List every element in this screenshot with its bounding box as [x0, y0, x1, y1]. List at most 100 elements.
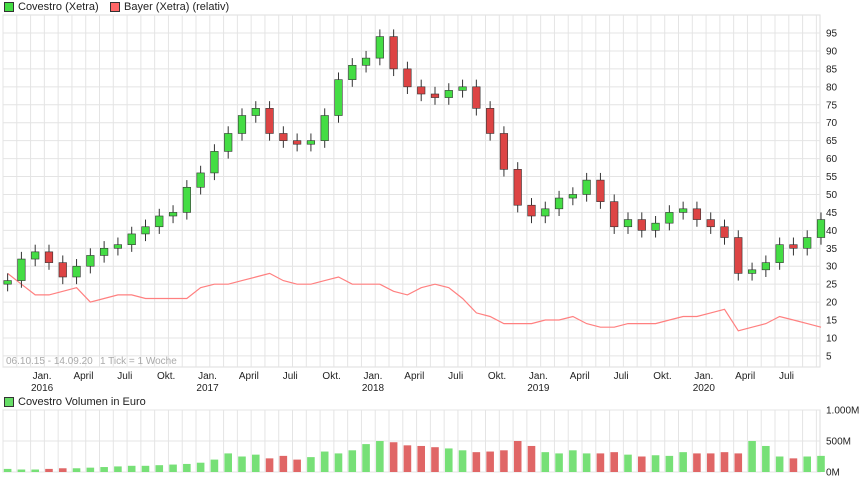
- y-tick-label: 10: [826, 333, 838, 344]
- volume-bar: [224, 453, 232, 472]
- volume-bar: [555, 453, 563, 472]
- x-tick-label: Jan.: [529, 371, 548, 382]
- candle: [3, 280, 12, 285]
- x-tick-label: April: [735, 371, 755, 382]
- y-tick-label: 80: [826, 82, 838, 93]
- volume-bar: [500, 450, 508, 472]
- bayer-line: [7, 272, 822, 332]
- legend-label: Covestro (Xetra): [18, 1, 99, 13]
- candle: [293, 140, 302, 145]
- volume-bar: [334, 453, 343, 472]
- price-frame: [2, 14, 821, 368]
- legend-swatch-green: [4, 397, 14, 407]
- volume-bar: [472, 452, 481, 472]
- candle: [389, 36, 398, 70]
- x-tick-label: April: [239, 371, 259, 382]
- x-tick-label: Okt.: [322, 371, 340, 382]
- volume-bar: [58, 468, 67, 472]
- candle: [458, 86, 467, 91]
- volume-bar: [251, 454, 260, 472]
- volume-bar: [651, 455, 660, 472]
- candle: [486, 108, 495, 134]
- volume-bar: [596, 453, 605, 472]
- volume-bar: [86, 467, 95, 472]
- volume-bar: [362, 444, 370, 472]
- volume-bar: [127, 465, 136, 472]
- candle: [623, 219, 633, 228]
- x-tick-label: April: [570, 371, 590, 382]
- candle: [527, 204, 536, 217]
- volume-y-label: 0M: [826, 468, 840, 479]
- legend-label: Bayer (Xetra) (relativ): [124, 1, 230, 13]
- candle: [237, 115, 247, 134]
- candle: [127, 233, 136, 245]
- volume-bar: [431, 447, 439, 472]
- candle: [568, 194, 577, 199]
- y-tick-label: 65: [826, 136, 838, 147]
- x-tick-label: Jan.: [198, 371, 217, 382]
- x-tick-label: Jan.: [364, 371, 383, 382]
- candle: [113, 244, 123, 249]
- candle: [472, 86, 481, 109]
- volume-title: Covestro Volumen in Euro: [18, 396, 146, 408]
- y-tick-label: 25: [826, 280, 838, 291]
- y-tick-label: 75: [826, 100, 838, 111]
- candle: [651, 222, 660, 231]
- volume-bar: [320, 451, 329, 472]
- volume-bar: [417, 445, 425, 472]
- volume-bar: [17, 469, 26, 472]
- candle: [279, 133, 288, 141]
- candle: [610, 201, 619, 228]
- candle: [182, 186, 191, 213]
- x-tick-label: April: [404, 371, 424, 382]
- volume-bar: [582, 453, 591, 472]
- x-year-label: 2020: [693, 383, 716, 394]
- candle: [499, 133, 509, 170]
- candle: [430, 93, 440, 98]
- y-tick-label: 5: [826, 351, 832, 362]
- volume-bar: [279, 455, 288, 472]
- candle: [803, 237, 812, 249]
- volume-bar: [803, 456, 812, 472]
- x-tick-label: Juli: [779, 371, 794, 382]
- y-tick-label: 30: [826, 262, 838, 273]
- volume-bar: [679, 452, 687, 472]
- volume-bar: [720, 452, 729, 472]
- volume-bar: [527, 445, 536, 472]
- volume-bar: [293, 459, 301, 472]
- candle: [375, 36, 384, 59]
- candle: [417, 86, 426, 95]
- candle: [775, 244, 784, 263]
- candle: [86, 255, 95, 267]
- candle: [706, 219, 715, 228]
- volume-bar: [610, 452, 619, 472]
- volume-bar: [210, 459, 219, 472]
- volume-bar: [141, 465, 150, 472]
- candle: [100, 247, 109, 256]
- candle: [637, 219, 646, 231]
- volume-bar: [513, 441, 522, 472]
- volume-bar: [486, 451, 494, 472]
- volume-bar: [155, 465, 164, 472]
- volume-bar: [389, 442, 398, 472]
- volume-bar: [3, 468, 12, 472]
- candle: [168, 212, 178, 217]
- volume-bar: [789, 458, 798, 472]
- volume-bar: [458, 450, 467, 472]
- legend-covestro: Covestro (Xetra): [4, 1, 99, 13]
- candle: [361, 57, 371, 66]
- volume-bar: [196, 462, 205, 472]
- y-tick-label: 45: [826, 208, 838, 219]
- candle: [265, 108, 274, 134]
- candle: [44, 251, 54, 263]
- x-tick-label: Jan.: [694, 371, 713, 382]
- candle: [320, 115, 329, 141]
- legend-swatch-green: [4, 2, 14, 12]
- volume-bar: [100, 467, 108, 472]
- candle: [334, 79, 343, 116]
- x-tick-label: Juli: [614, 371, 629, 382]
- x-year-label: 2019: [527, 383, 550, 394]
- x-tick-label: Okt.: [488, 371, 506, 382]
- volume-bar: [637, 456, 646, 472]
- volume-bar: [444, 448, 453, 472]
